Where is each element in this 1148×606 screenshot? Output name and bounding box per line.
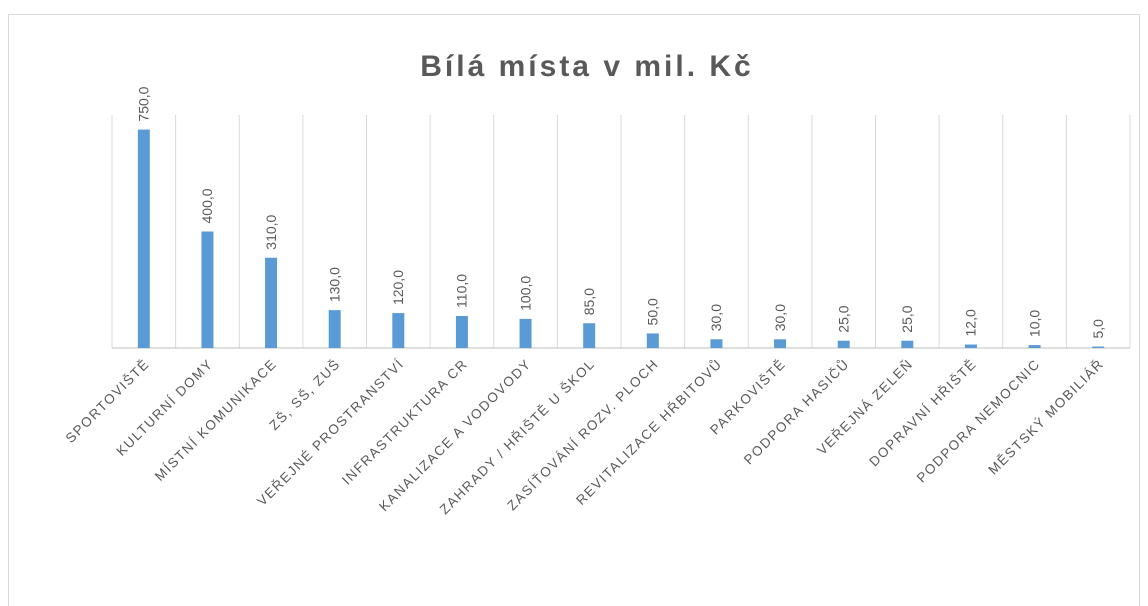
bar <box>519 318 532 348</box>
value-label: 120,0 <box>390 270 406 305</box>
bar <box>710 339 723 348</box>
value-label: 30,0 <box>772 304 788 331</box>
value-label: 100,0 <box>517 276 533 311</box>
bar <box>137 129 150 348</box>
bar <box>455 315 468 348</box>
bar <box>837 340 850 348</box>
bar <box>901 340 914 348</box>
bar <box>1092 346 1105 348</box>
bar <box>1028 345 1041 348</box>
value-label: 400,0 <box>199 188 215 223</box>
value-label: 5,0 <box>1090 319 1106 339</box>
value-label: 10,0 <box>1026 310 1042 337</box>
bar <box>646 333 659 348</box>
bar <box>265 257 278 348</box>
bar <box>583 323 596 348</box>
value-label: 110,0 <box>454 274 470 308</box>
value-label: 30,0 <box>708 304 724 331</box>
value-label: 25,0 <box>835 305 851 332</box>
bar <box>392 313 405 348</box>
chart-title: Bílá místa v mil. Kč <box>420 50 753 83</box>
bar <box>201 231 214 348</box>
bar <box>964 344 977 348</box>
value-label: 130,0 <box>326 267 342 302</box>
value-label: 85,0 <box>581 288 597 315</box>
bar <box>328 310 341 348</box>
value-label: 12,0 <box>963 309 979 336</box>
chart-border <box>8 14 1140 606</box>
bar <box>774 339 787 348</box>
value-label: 310,0 <box>263 214 279 249</box>
value-label: 750,0 <box>136 86 152 121</box>
value-label: 25,0 <box>899 305 915 332</box>
value-label: 50,0 <box>645 298 661 325</box>
